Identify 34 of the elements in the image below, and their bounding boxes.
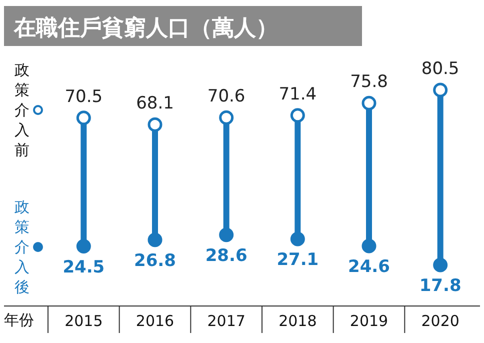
x-tick-label: 2016 [136,312,174,330]
data-label: 24.6 [348,257,390,278]
point [433,258,448,272]
point [290,232,305,246]
data-label: 71.4 [278,84,317,104]
data-label: 70.5 [64,86,103,107]
data-label: 75.8 [350,72,388,92]
data-label: 28.6 [205,246,248,266]
data-label: 26.8 [134,250,176,271]
legend-label: 政策介入後 [14,198,30,296]
point [290,108,305,123]
x-tick-label: 2019 [350,312,388,330]
point [219,228,234,242]
point [148,117,162,132]
legend-label: 政策介入前 [14,61,30,159]
point [76,110,91,126]
x-axis-title: 年份 [4,311,34,329]
point [362,238,376,254]
x-tick-label: 2015 [64,312,103,330]
data-label: 24.5 [62,257,105,278]
chart-title: 在職住戶貧窮人口（萬人） [13,15,278,41]
data-label: 17.8 [419,276,462,296]
data-label: 80.5 [421,59,460,79]
point [148,232,162,248]
point [362,96,376,110]
point [433,82,448,98]
x-tick-label: 2018 [278,312,317,330]
data-label: 68.1 [136,94,174,114]
data-label: 27.1 [276,250,319,270]
x-tick-label: 2020 [421,312,460,330]
point [76,239,91,254]
data-label: 70.6 [207,86,246,107]
x-tick-label: 2017 [207,312,246,330]
point [219,110,234,125]
